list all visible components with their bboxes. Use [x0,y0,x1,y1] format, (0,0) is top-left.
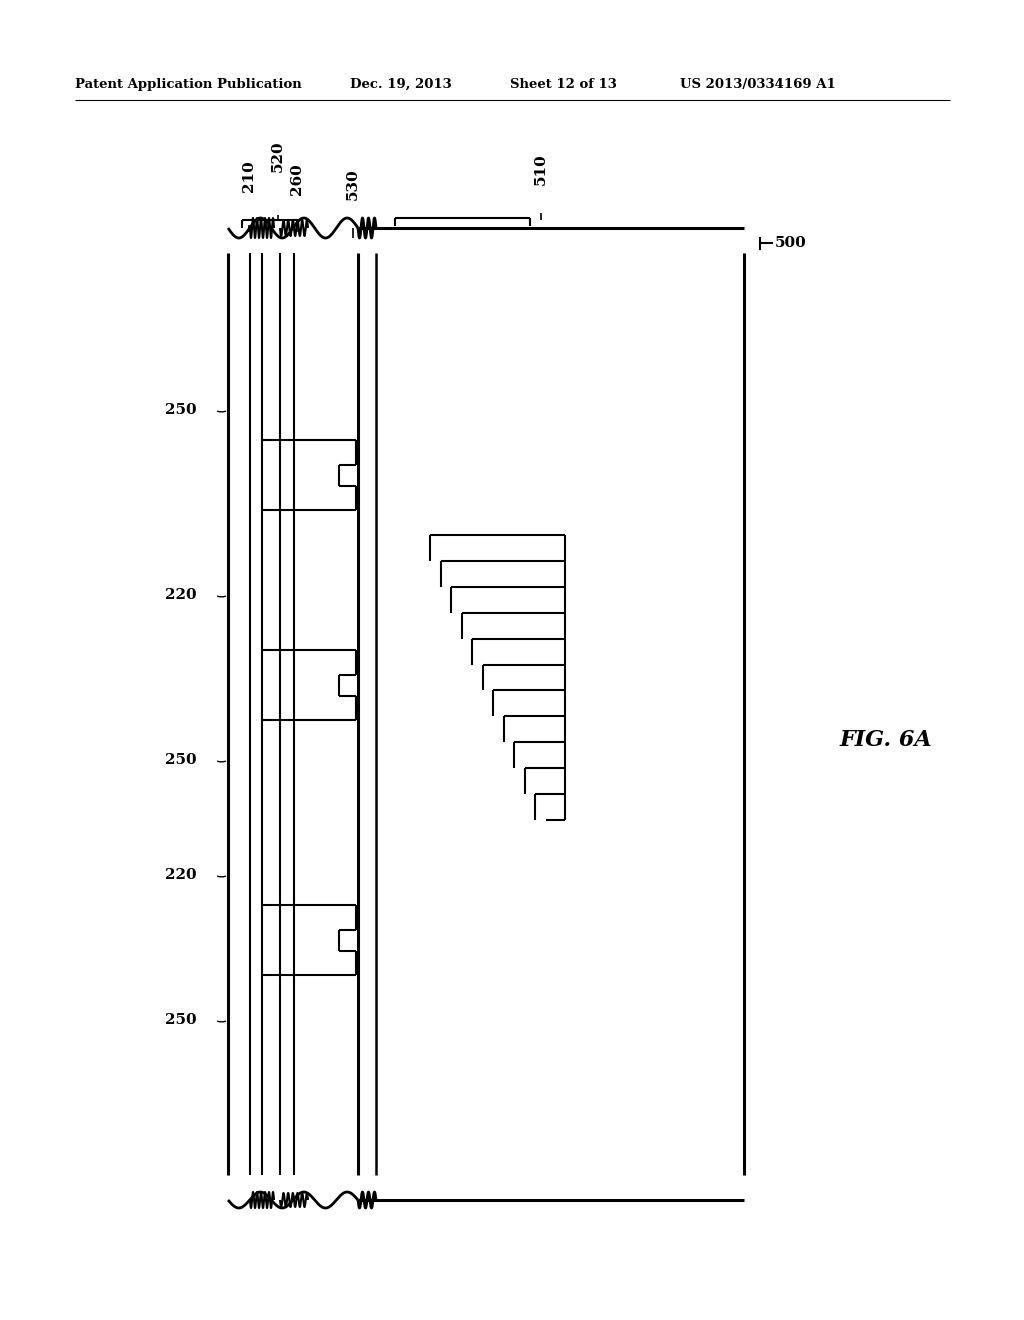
Text: 250: 250 [165,752,197,767]
Text: 220: 220 [165,587,197,602]
Text: 210: 210 [242,160,256,191]
Text: US 2013/0334169 A1: US 2013/0334169 A1 [680,78,836,91]
Text: Sheet 12 of 13: Sheet 12 of 13 [510,78,616,91]
Text: 250: 250 [165,403,197,417]
Text: Patent Application Publication: Patent Application Publication [75,78,302,91]
Text: FIG. 6A: FIG. 6A [840,729,933,751]
Text: 220: 220 [165,869,197,882]
Text: Dec. 19, 2013: Dec. 19, 2013 [350,78,452,91]
Text: 250: 250 [165,1012,197,1027]
Text: 260: 260 [290,164,304,195]
Text: 510: 510 [534,153,548,185]
Text: 530: 530 [346,168,360,201]
Text: 520: 520 [271,140,285,172]
Text: 500: 500 [775,236,807,249]
